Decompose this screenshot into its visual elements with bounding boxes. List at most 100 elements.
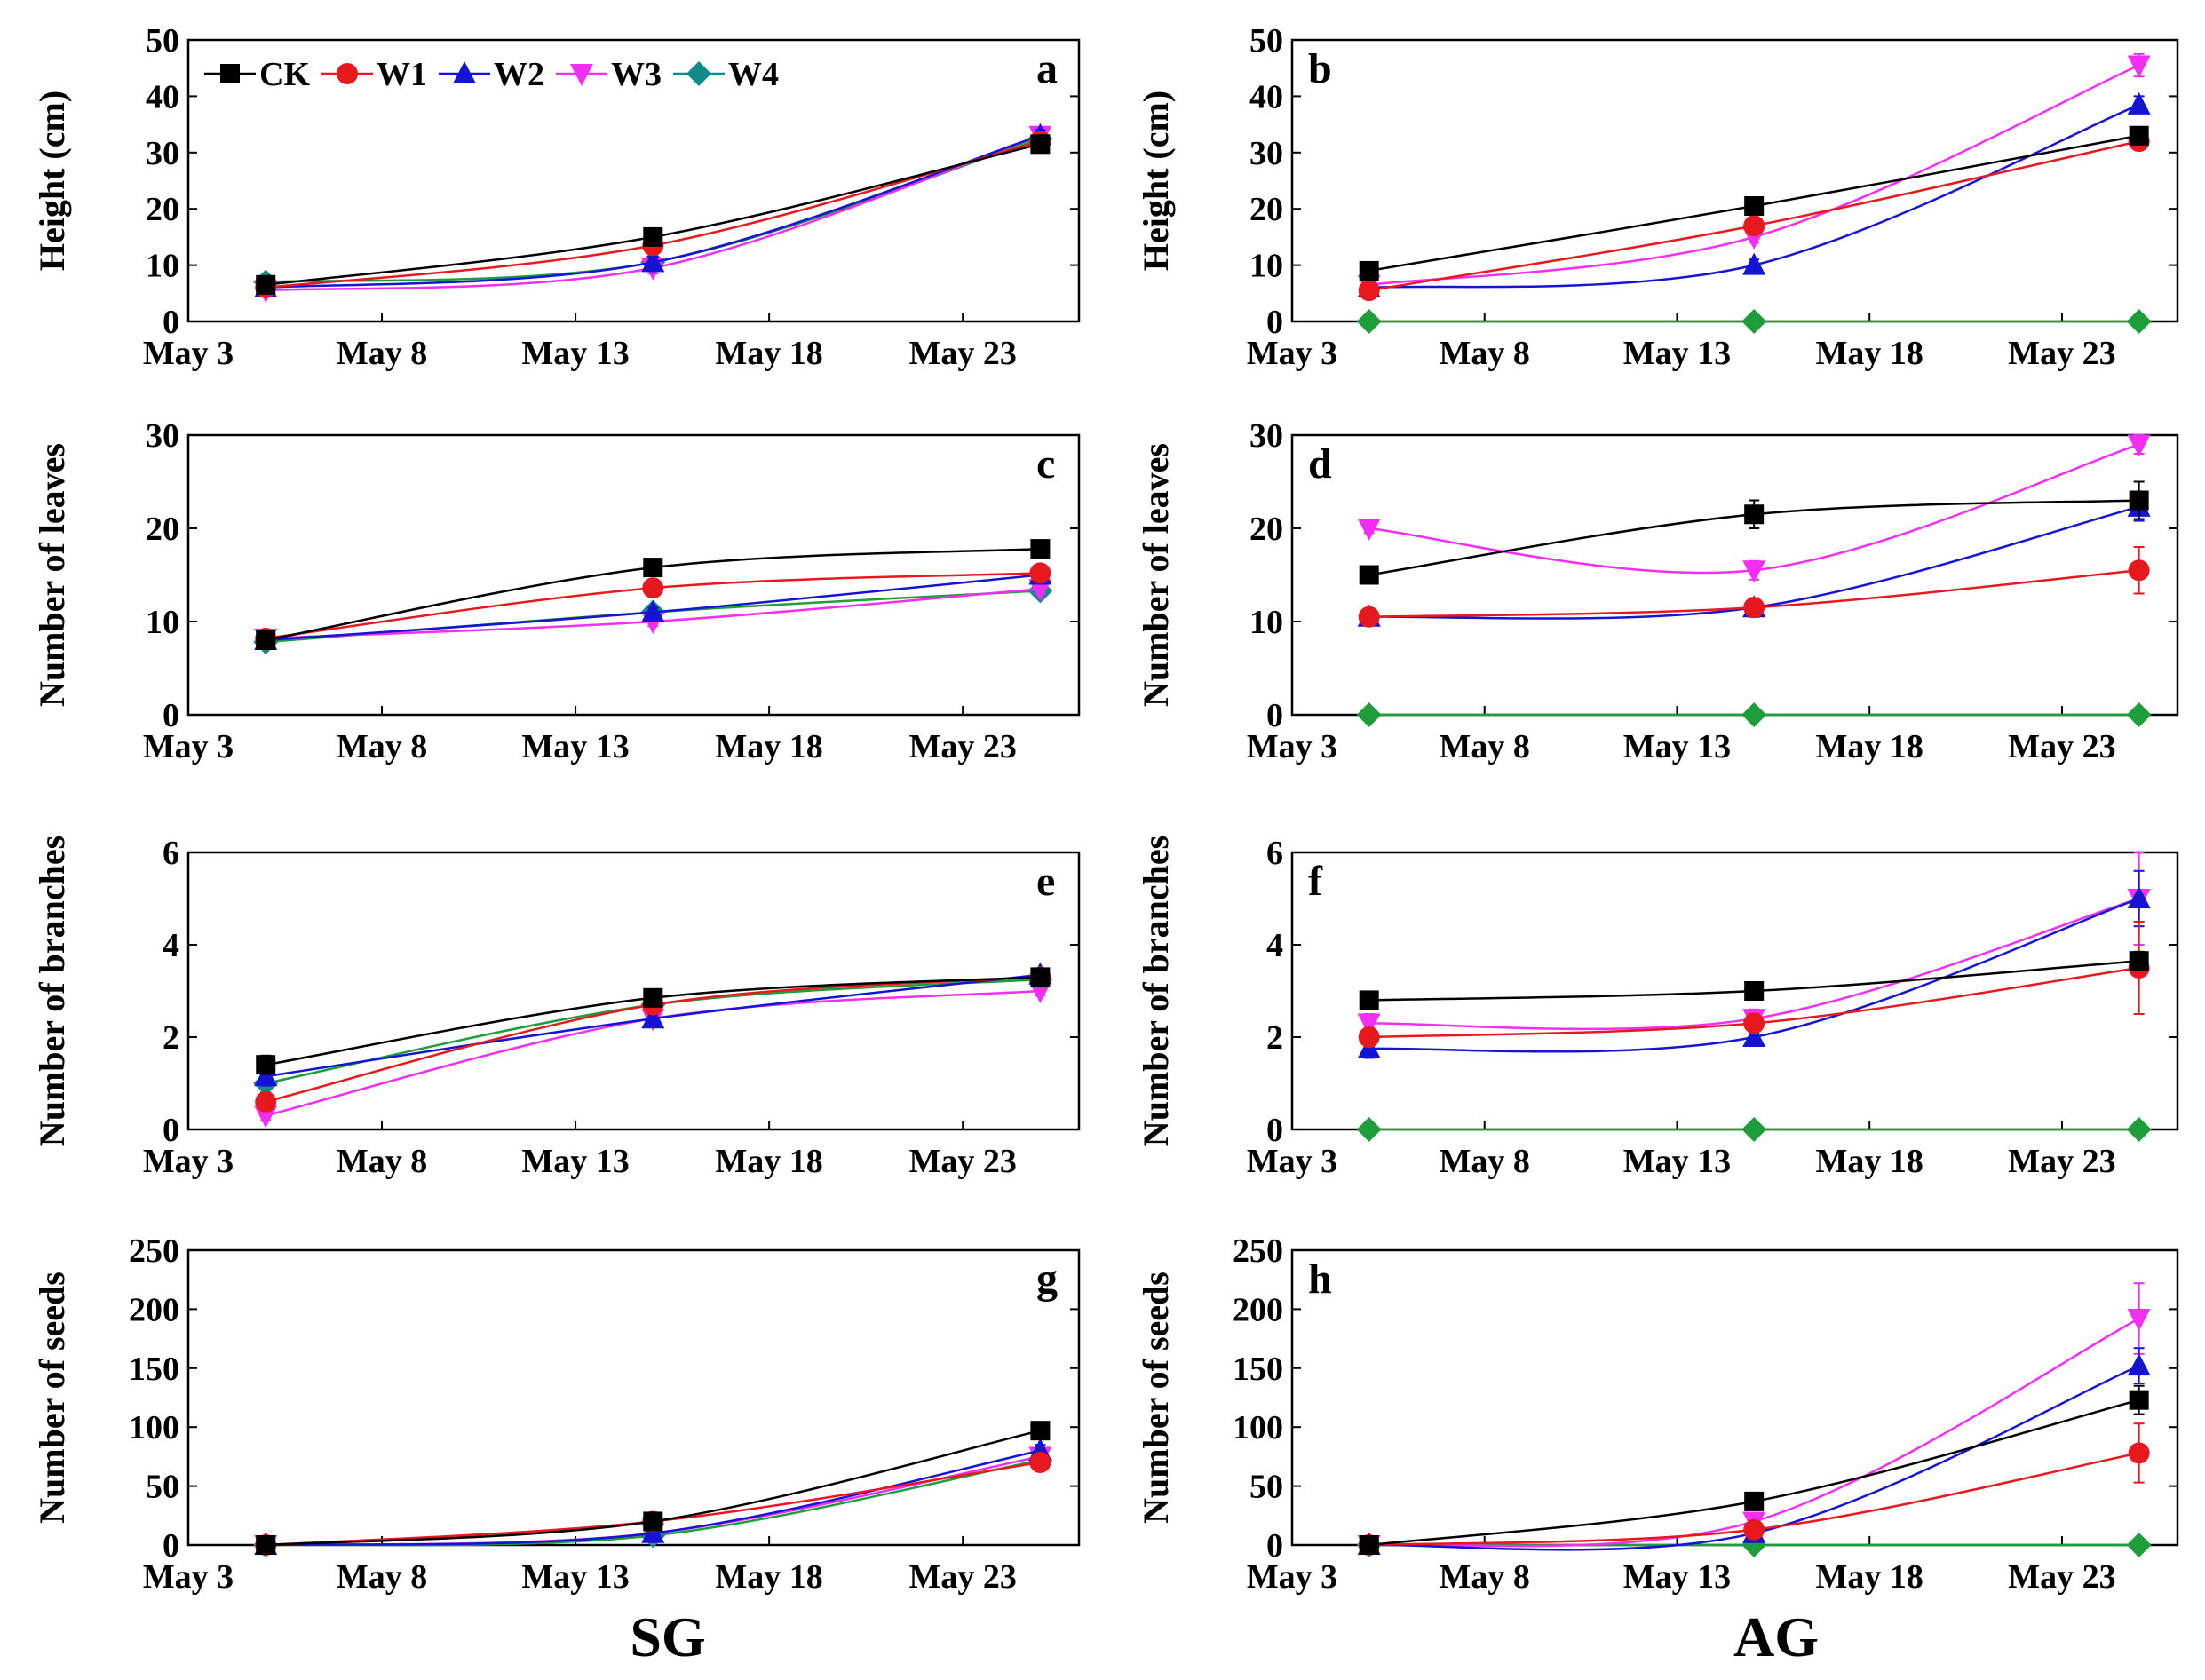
plot-frame: [186, 38, 1081, 323]
x-tick-label: May 13: [1623, 1558, 1731, 1596]
data-point-w3: [1357, 519, 1381, 541]
plot-frame: [186, 1248, 1081, 1547]
data-point-ck: [643, 558, 663, 578]
data-point-ck: [1359, 990, 1379, 1010]
x-tick-label: May 23: [908, 1143, 1016, 1180]
data-point-w2: [2127, 886, 2151, 908]
y-tick-label: 4: [1266, 927, 1283, 964]
plot-frame: [1290, 433, 2179, 717]
x-tick-label: May 13: [1623, 728, 1731, 765]
data-point-w1: [255, 1090, 277, 1113]
data-point-ck: [1359, 260, 1379, 281]
data-point-ck: [1744, 1491, 1765, 1511]
panel-letter: c: [1036, 440, 1055, 487]
panel-d: 0 10 20 30 May 3 May 8 May 13 May 18 May 23 Numbe…: [1136, 417, 2179, 765]
data-point-w2: [1742, 1025, 1766, 1047]
y-tick-label: 40: [146, 78, 179, 115]
data-point-w2: [2127, 1353, 2151, 1376]
x-tick-label: May 3: [1247, 1143, 1337, 1180]
x-tick-label: May 23: [2008, 1143, 2115, 1180]
x-tick-label: May 18: [715, 1143, 822, 1180]
series-ck: [256, 1421, 1051, 1555]
x-tick-label: May 18: [1816, 1558, 1923, 1596]
y-tick-label: 4: [163, 927, 179, 964]
y-tick-label: 100: [129, 1409, 179, 1446]
legend: CK W1 W2 W3 W4: [204, 56, 779, 93]
series-w4: [1356, 309, 2152, 334]
x-tick-label: May 8: [1440, 1558, 1530, 1596]
data-point-w3: [2127, 55, 2151, 78]
y-axis-label: Height (cm): [1136, 91, 1176, 271]
y-axis-label: Number of branches: [1136, 836, 1176, 1146]
data-point-w4: [1741, 702, 1767, 727]
x-tick-label: May 3: [143, 728, 234, 765]
data-point-w3: [254, 1105, 278, 1129]
data-point-w4: [1741, 309, 1767, 334]
data-point-ck: [643, 987, 663, 1008]
data-point-w2: [641, 1006, 665, 1029]
x-tick-label: May 23: [908, 335, 1016, 372]
panel-h: 0 50 100 150 200 250 May 3 May 8 May 13 May 18 May…: [1136, 1232, 2179, 1596]
data-point-ck: [1744, 196, 1765, 217]
data-point-ck: [643, 1511, 663, 1532]
x-tick-label: May 18: [1816, 1143, 1923, 1180]
y-axis-label: Number of seeds: [1136, 1272, 1176, 1524]
series-w3: [1357, 1282, 2151, 1557]
data-point-w1: [1358, 1026, 1380, 1048]
data-point-ck: [1030, 1421, 1051, 1441]
series-w3: [1357, 852, 2151, 1036]
legend-marker: [686, 61, 711, 86]
series-w2: [254, 1438, 1052, 1555]
y-tick-label: 20: [1249, 511, 1283, 548]
series-ck: [1359, 1384, 2149, 1555]
x-tick-label: May 8: [1440, 335, 1530, 372]
y-tick-label: 10: [146, 248, 179, 285]
data-point-ck: [256, 1535, 276, 1555]
x-tick-label: May 8: [337, 335, 427, 372]
series-w3: [1357, 434, 2151, 583]
y-tick-label: 150: [129, 1351, 179, 1388]
data-point-w3: [1742, 560, 1766, 583]
panel-a: 0 10 20 30 40 50 May 3 May 8 May 13 May 18 May 23 H…: [32, 22, 1081, 372]
y-tick-label: 0: [163, 697, 179, 734]
data-point-ck: [1744, 504, 1765, 525]
series-ck: [1359, 480, 2149, 585]
data-point-w1: [2128, 1442, 2150, 1464]
data-point-w1: [1743, 1012, 1765, 1034]
y-axis-label: Height (cm): [32, 91, 72, 271]
series-ck: [256, 967, 1051, 1075]
data-point-ck: [2129, 125, 2149, 146]
x-tick-label: May 3: [1247, 335, 1337, 372]
y-tick-label: 200: [129, 1291, 179, 1328]
data-point-ck: [1030, 539, 1051, 559]
data-point-w3: [2127, 1309, 2151, 1332]
series-w1: [1358, 546, 2150, 628]
y-tick-label: 0: [163, 1112, 179, 1149]
data-point-ck: [643, 226, 663, 247]
data-point-ck: [2129, 951, 2149, 971]
data-point-w1: [1743, 597, 1765, 619]
y-tick-label: 0: [1266, 1112, 1283, 1149]
data-point-w4: [2126, 1533, 2152, 1557]
y-tick-label: 200: [1233, 1291, 1283, 1328]
data-point-w1: [1029, 1452, 1051, 1474]
x-tick-label: May 23: [908, 1558, 1016, 1596]
panel-e: 0 2 4 6 May 3 May 8 May 13 May 18 May 23 Number o…: [32, 835, 1081, 1180]
y-tick-label: 50: [1249, 1469, 1283, 1506]
data-point-ck: [1030, 967, 1051, 987]
series-w2: [254, 123, 1052, 297]
series-w3: [254, 125, 1052, 304]
data-point-ck: [1744, 981, 1765, 1001]
x-tick-label: May 8: [337, 728, 427, 765]
x-tick-label: May 8: [337, 1143, 427, 1180]
plot-frame: [1290, 1248, 2179, 1547]
x-tick-label: May 23: [2008, 335, 2115, 372]
data-point-ck: [256, 630, 276, 650]
data-point-w4: [2126, 1117, 2152, 1142]
y-tick-label: 20: [146, 191, 179, 228]
x-tick-label: May 18: [715, 1558, 822, 1596]
data-point-w2: [641, 250, 665, 273]
panel-b: 0 10 20 30 40 50 May 3 May 8 May 13 May 18 May 23 H…: [1136, 22, 2179, 372]
legend-item-w2: W2: [439, 56, 544, 93]
